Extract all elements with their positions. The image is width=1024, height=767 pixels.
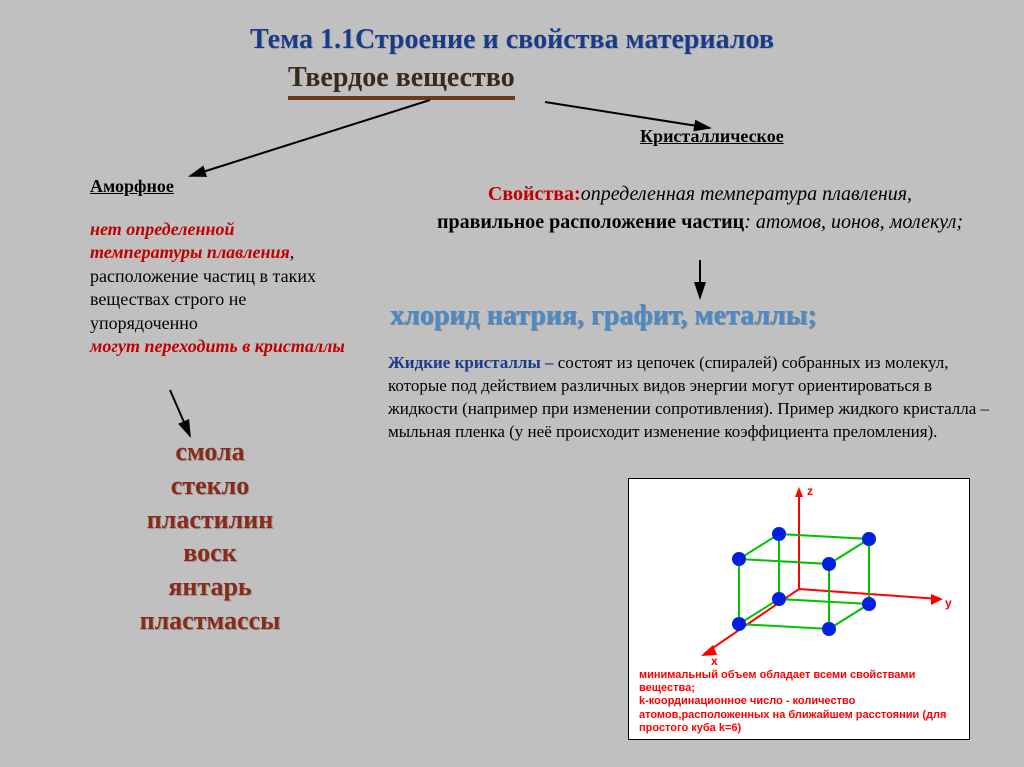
crystalline-examples: хлорид натрия, графит, металлы; [390,300,1000,332]
lattice-diagram: z y x минимальный объем обладает всеми с… [628,478,970,740]
lattice-svg: z y x [629,479,969,669]
cryst-desc-2: : атомов, ионов, молекул; [744,211,963,233]
cryst-desc-bold: правильное расположение частиц [437,211,744,233]
amorph-prop1: нет определенной температуры плавления [90,219,290,262]
axis-x-label: x [711,654,718,668]
cryst-desc-1: определенная температура плавления, [581,183,912,205]
amorph-ex-2: пластилин [95,503,325,537]
diag-caption-1: минимальный объем обладает всеми свойств… [639,669,915,694]
diag-caption-2: k-координационное число - количество ато… [639,695,946,733]
axis-y-label: y [945,596,952,610]
arrow-to-amorphous [190,100,430,176]
amorph-prop2: расположение частиц в таких веществах ст… [90,266,316,333]
amorphous-body: нет определенной температуры плавления, … [90,218,350,358]
amorph-ex-5: пластмассы [95,604,325,638]
diagram-caption: минимальный объем обладает всеми свойств… [629,669,969,739]
svoistva-label: Свойства: [488,183,581,205]
liquid-lead: Жидкие кристаллы – [388,353,558,372]
amorph-prop3: могут переходить в кристаллы [90,336,345,356]
arrow-to-crystalline [545,102,710,128]
axis-z-label: z [807,484,813,498]
amorph-ex-3: воск [95,536,325,570]
amorph-ex-0: смола [95,435,325,469]
liquid-crystals-text: Жидкие кристаллы – состоят из цепочек (с… [388,352,993,444]
arrow-amorph-to-examples [170,390,190,436]
amorphous-heading: Аморфное [90,176,174,197]
crystalline-description: Свойства:определенная температура плавле… [420,180,980,236]
amorph-ex-4: янтарь [95,570,325,604]
crystalline-heading: Кристаллическое [640,126,784,147]
amorphous-examples: смола стекло пластилин воск янтарь пласт… [95,435,325,638]
amorph-ex-1: стекло [95,469,325,503]
